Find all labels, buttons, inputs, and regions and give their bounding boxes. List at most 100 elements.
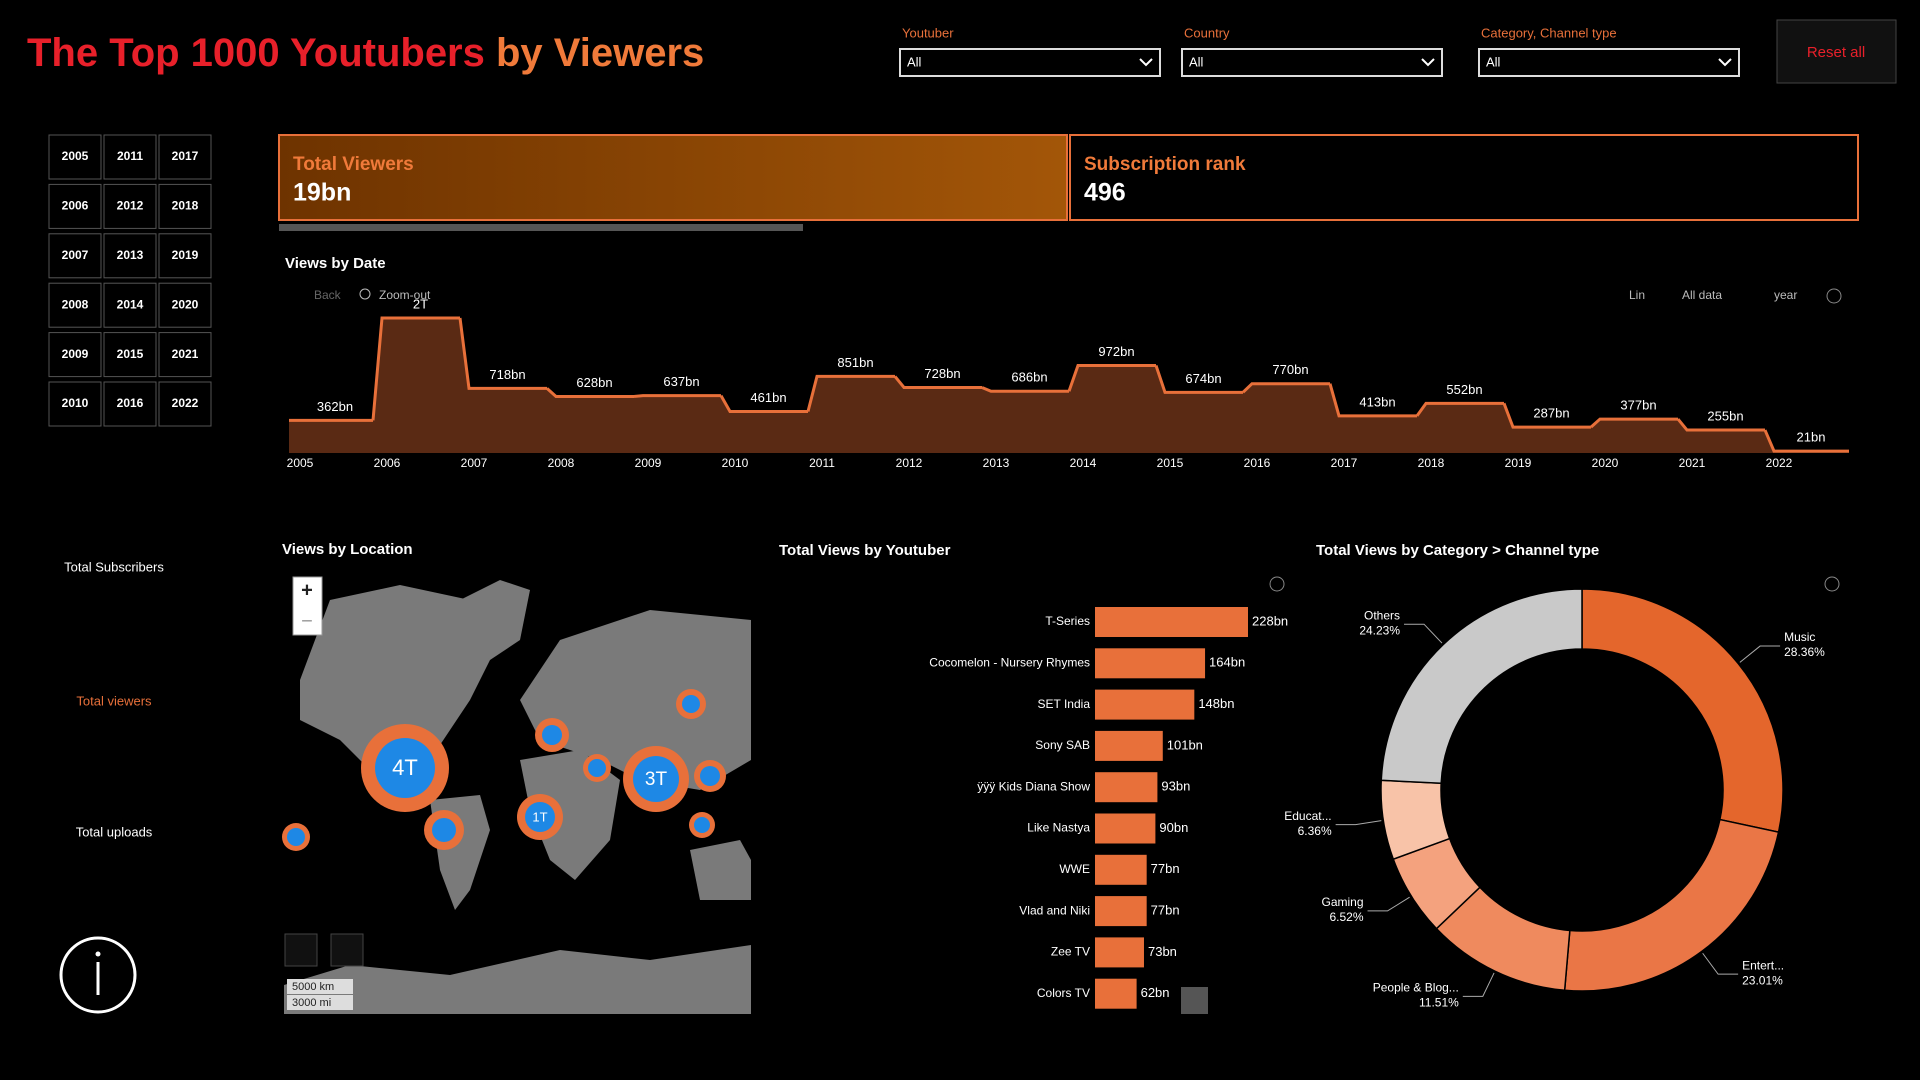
area-outline (1415, 401, 1504, 417)
slice-value: 24.23% (1359, 623, 1400, 637)
x-tick-label: 2005 (287, 456, 314, 470)
area-outline (806, 374, 895, 412)
help-icon[interactable] (1826, 288, 1842, 304)
data-label: 413bn (1359, 394, 1395, 409)
y-tick-label: Vlad and Niki (1019, 903, 1090, 917)
area-outline (1676, 418, 1765, 432)
year-label: 2017 (172, 149, 199, 163)
area-segment (373, 318, 460, 453)
data-label: 972bn (1098, 344, 1134, 359)
zoom-icon (359, 288, 371, 300)
bar (1095, 937, 1144, 968)
year-button[interactable] (48, 282, 102, 328)
data-label: 77bn (1151, 903, 1180, 918)
area-segment (547, 388, 634, 453)
map-bubble-core (588, 759, 606, 777)
bubble-label: 1T (532, 809, 547, 824)
title-part: by Viewers (496, 31, 704, 75)
area-segment (808, 376, 895, 453)
data-label: 228bn (1252, 613, 1288, 628)
x-tick-label: 2012 (896, 456, 923, 470)
year-button[interactable] (48, 183, 102, 229)
year-button[interactable] (48, 332, 102, 378)
zoom-in[interactable]: + (301, 579, 313, 601)
area-segment (1069, 365, 1156, 453)
y-tick-label: SET India (1038, 697, 1091, 711)
leader-line (1462, 972, 1495, 997)
toolbar-scale[interactable]: Lin (1629, 288, 1645, 302)
scale-box (287, 995, 353, 1010)
year-button[interactable] (103, 381, 157, 427)
year-button[interactable] (103, 134, 157, 180)
area-outline (633, 394, 721, 398)
kpi-card (278, 134, 1068, 221)
year-button[interactable] (158, 233, 212, 279)
scale-box (287, 979, 353, 994)
continent (284, 945, 751, 1014)
chevron (1718, 58, 1732, 67)
kpi-value: 496 (1084, 179, 1126, 207)
year-button[interactable] (48, 134, 102, 180)
reset-button[interactable] (1776, 19, 1897, 84)
year-button[interactable] (48, 233, 102, 279)
map-bubble-core (700, 766, 720, 786)
kpi-value: 19bn (293, 179, 351, 207)
chevron (1421, 58, 1435, 67)
bar (1095, 854, 1147, 885)
area-outline (1502, 402, 1591, 429)
help-icon[interactable] (1824, 576, 1840, 592)
data-label: 770bn (1272, 362, 1308, 377)
year-button[interactable] (103, 233, 157, 279)
area-outline (1067, 364, 1156, 392)
year-button[interactable] (158, 381, 212, 427)
year-button[interactable] (158, 282, 212, 328)
scroll-button[interactable] (1181, 987, 1208, 1014)
side-label: Total Subscribers (64, 559, 164, 574)
map-tool[interactable] (330, 933, 364, 967)
year-button[interactable] (158, 332, 212, 378)
filter-dropdown[interactable] (1181, 48, 1443, 77)
leader-line (1404, 623, 1443, 644)
bar (1095, 730, 1163, 761)
toolbar-range[interactable]: All data (1682, 288, 1722, 302)
x-tick-label: 2022 (1766, 456, 1793, 470)
year-button[interactable] (103, 282, 157, 328)
filter-dropdown[interactable] (1478, 48, 1740, 77)
area-segment (1591, 419, 1678, 453)
year-label: 2005 (62, 149, 89, 163)
data-label: 73bn (1148, 944, 1177, 959)
year-button[interactable] (158, 134, 212, 180)
info-button[interactable] (59, 936, 137, 1014)
area-segment (721, 395, 808, 453)
dynamic-layer: Youtuber All Country All Category, Channel t… (48, 25, 1849, 1010)
year-label: 2010 (62, 396, 89, 410)
zoom-out[interactable]: − (301, 610, 313, 632)
filter-value: All (1486, 54, 1501, 69)
data-label: 2T (413, 296, 428, 311)
side-label: Total viewers (76, 693, 152, 708)
area-segment (1417, 403, 1504, 453)
year-label: 2022 (172, 396, 199, 410)
help-icon[interactable] (1269, 576, 1285, 592)
data-label: 93bn (1161, 779, 1190, 794)
bar (1095, 896, 1147, 927)
leader-line (1367, 896, 1410, 912)
filter-dropdown[interactable] (899, 48, 1161, 77)
area-segment (289, 420, 373, 453)
year-button[interactable] (48, 381, 102, 427)
x-tick-label: 2017 (1331, 456, 1358, 470)
data-label: 637bn (663, 374, 699, 389)
data-label: 287bn (1533, 406, 1569, 421)
year-button[interactable] (103, 332, 157, 378)
area-segment (1243, 383, 1330, 453)
data-label: 62bn (1141, 985, 1170, 1000)
map-tool[interactable] (284, 933, 318, 967)
toolbar-level[interactable]: year (1774, 288, 1797, 302)
toolbar-back[interactable]: Back (314, 288, 342, 302)
data-label: 851bn (837, 355, 873, 370)
y-tick-label: T-Series (1045, 614, 1090, 628)
toolbar-zoom-out[interactable]: Zoom-out (379, 288, 431, 302)
year-button[interactable] (103, 183, 157, 229)
year-button[interactable] (158, 183, 212, 229)
x-tick-label: 2014 (1070, 456, 1097, 470)
